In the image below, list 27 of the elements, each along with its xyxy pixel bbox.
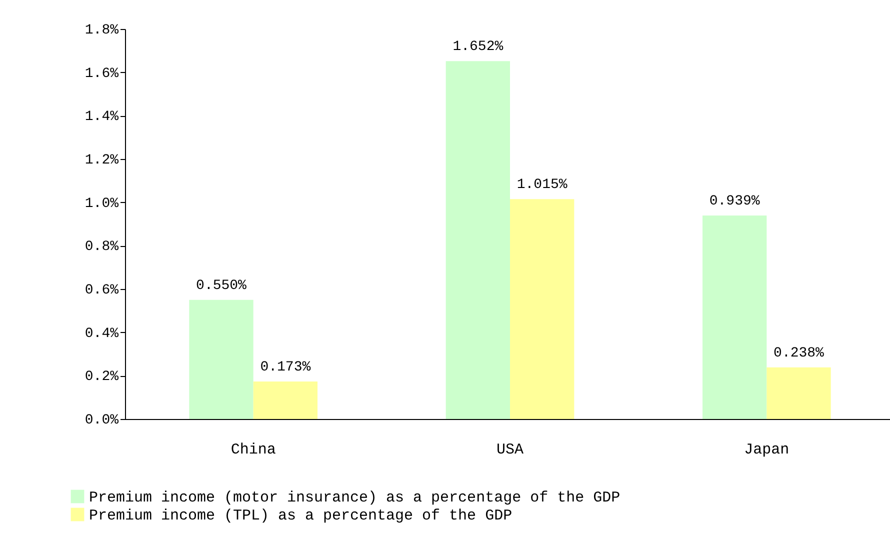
legend-label: Premium income (TPL) as a percentage of the GDP [89,508,512,524]
y-tick-label: 1.4% [84,109,120,126]
y-tick-label: 1.8% [84,22,120,38]
y-tick-label: 0.8% [84,239,120,256]
y-tick-label: 0.4% [84,326,120,342]
x-tick-label: Japan [744,442,790,458]
bar [446,61,510,419]
bar [766,367,831,419]
data-label: 0.173% [260,360,312,376]
x-tick-label: China [230,442,276,458]
bar [189,300,254,419]
y-tick-label: 0.6% [84,282,120,298]
y-tick-label: 0.0% [84,412,120,428]
bar [253,382,318,419]
x-tick-label: USA [496,442,524,458]
data-label: 0.238% [774,345,825,362]
y-tick-label: 1.0% [84,196,120,212]
y-tick-label: 1.2% [84,152,120,168]
data-label: 0.939% [709,194,760,210]
data-label: 1.015% [516,177,568,194]
data-label: 1.652% [452,39,504,56]
data-label: 0.550% [196,278,248,294]
y-tick-label: 0.2% [84,369,120,386]
legend-label: Premium income (motor insurance) as a percentage of the GDP [89,490,620,506]
y-tick-label: 1.6% [84,66,120,82]
bar [702,216,767,419]
bar [510,199,574,419]
